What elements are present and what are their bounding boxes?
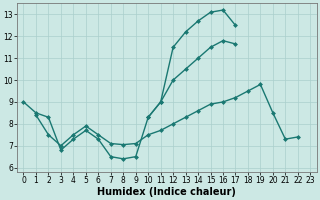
X-axis label: Humidex (Indice chaleur): Humidex (Indice chaleur) [98, 187, 236, 197]
